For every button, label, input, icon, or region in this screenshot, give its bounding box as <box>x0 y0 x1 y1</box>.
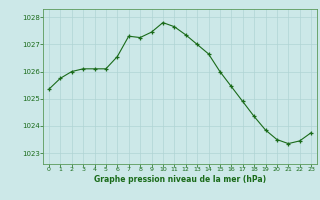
X-axis label: Graphe pression niveau de la mer (hPa): Graphe pression niveau de la mer (hPa) <box>94 175 266 184</box>
